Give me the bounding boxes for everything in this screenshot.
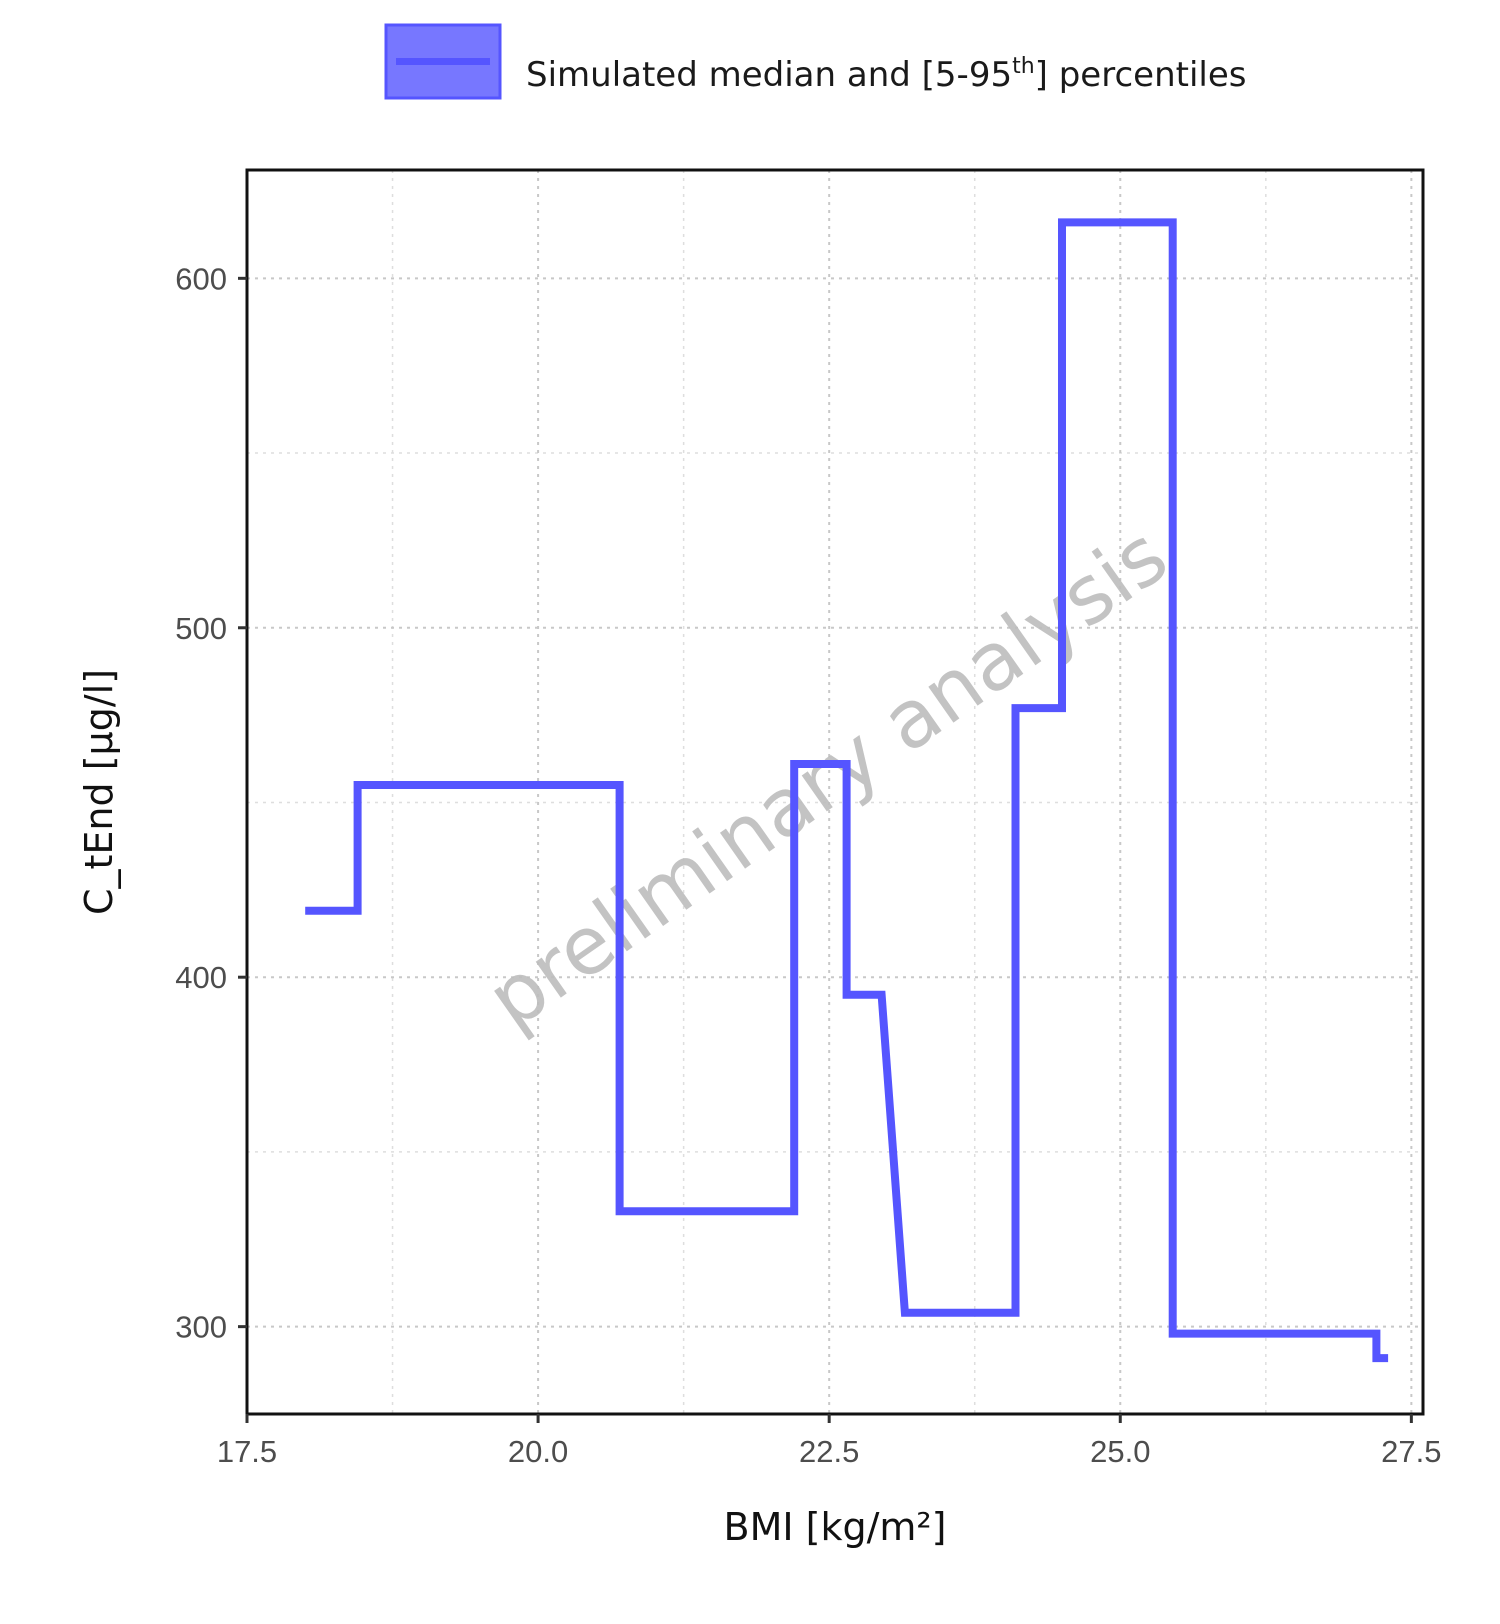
x-axis-title: BMI [kg/m²] xyxy=(724,1505,947,1549)
legend: Simulated median and [5-95th] percentile… xyxy=(384,23,1246,100)
series-line xyxy=(305,218,1389,1363)
legend-label-main: Simulated median and [5-95 xyxy=(526,55,1012,95)
legend-label: Simulated median and [5-95th] percentile… xyxy=(526,54,1246,95)
legend-label-sup: th xyxy=(1012,54,1035,79)
y-tick-label: 600 xyxy=(175,261,227,296)
y-tick-label: 400 xyxy=(175,960,227,995)
watermark: preliminary analysis xyxy=(471,509,1184,1047)
x-tick-label: 25.0 xyxy=(1090,1434,1150,1469)
series-layer xyxy=(305,218,1389,1363)
x-axis: 17.5 20.0 22.5 25.0 27.5 xyxy=(217,1414,1442,1469)
legend-label-end: ] percentiles xyxy=(1035,55,1247,95)
panel-border xyxy=(245,168,1425,1416)
x-tick-label: 22.5 xyxy=(799,1434,859,1469)
x-tick-label: 27.5 xyxy=(1381,1434,1441,1469)
y-axis: 300 400 500 600 xyxy=(175,261,247,1345)
y-axis-title: C_tEnd [µg/l] xyxy=(77,669,121,915)
x-tick-label: 17.5 xyxy=(217,1434,277,1469)
y-tick-label: 300 xyxy=(175,1310,227,1345)
y-tick-label: 500 xyxy=(175,611,227,646)
x-tick-label: 20.0 xyxy=(508,1434,568,1469)
